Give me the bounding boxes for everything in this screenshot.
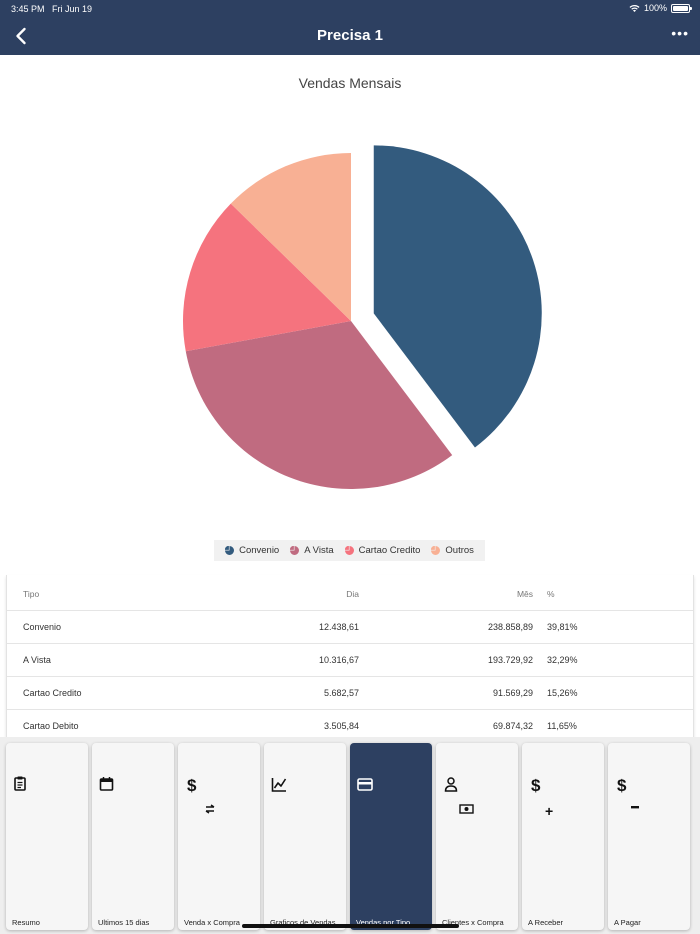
tab-label: A Pagar [614, 918, 641, 927]
legend-label: A Vista [304, 545, 334, 556]
pie-slice-outros[interactable] [230, 153, 351, 321]
dollar-plus-icon: $ + [531, 776, 553, 819]
cell-tipo: Cartao Debito [23, 721, 79, 731]
tab-vendas-por-tipo[interactable]: Vendas por Tipo [350, 743, 432, 930]
tab-graficos-de-vendas[interactable]: Graficos de Vendas [264, 743, 346, 930]
tab-label: Ultimos 15 dias [98, 918, 150, 927]
home-indicator [242, 924, 459, 928]
legend-item-cartao-credito[interactable]: Cartao Credito [344, 545, 421, 556]
pie-swatch-icon [431, 546, 441, 555]
legend-item-convenio[interactable]: Convenio [225, 545, 279, 556]
navigation-bar: Precisa 1 ••• [0, 17, 700, 55]
calendar-icon [99, 777, 114, 791]
page-title: Precisa 1 [317, 27, 383, 44]
header-tipo: Tipo [23, 588, 40, 599]
tab-venda-x-compra[interactable]: $ Venda x Compra [178, 743, 260, 930]
more-options-button[interactable]: ••• [671, 25, 689, 41]
cell-mes: 193.729,92 [487, 655, 533, 665]
legend-label: Outros [445, 545, 474, 556]
cell-dia: 10.316,67 [318, 655, 359, 665]
tab-label: Resumo [12, 918, 40, 927]
cell-mes: 69.874,32 [492, 721, 533, 731]
tab-resumo[interactable]: Resumo [6, 743, 88, 930]
pie-swatch-icon [344, 546, 354, 555]
cell-dia: 5.682,57 [323, 688, 359, 698]
status-time: 3:45 PM [11, 4, 45, 14]
line-chart-icon [271, 778, 287, 792]
table-header-row: Tipo Dia Mês % [7, 577, 693, 611]
pie-slice-a-vista[interactable] [185, 321, 453, 490]
pie-slice-convenio[interactable] [373, 145, 542, 448]
legend-label: Cartao Credito [358, 545, 421, 556]
tab-a-receber[interactable]: $ + A Receber [522, 743, 604, 930]
cell-dia: 12.438,61 [318, 622, 359, 632]
cell-tipo: Cartao Credito [23, 688, 82, 698]
status-date: Fri Jun 19 [52, 4, 93, 14]
tab-label: Graficos de Vendas [270, 918, 336, 927]
cell-pct: 39,81% [547, 622, 578, 632]
tab-clientes-x-compra[interactable]: Clientes x Compra [436, 743, 518, 930]
pie-slice-cartao-credito[interactable] [183, 203, 351, 352]
tab-label: Clientes x Compra [442, 918, 504, 927]
tab-label: Venda x Compra [184, 918, 240, 927]
svg-text:$: $ [187, 776, 197, 795]
credit-card-icon [357, 778, 373, 791]
header-mes: Mês [516, 588, 533, 599]
dollar-exchange-icon: $ [187, 776, 215, 814]
clipboard-icon [14, 776, 26, 791]
table-row[interactable]: Convenio 12.438,61 238.858,89 39,81% [7, 611, 693, 644]
svg-text:$: $ [617, 776, 627, 795]
person-money-icon [444, 777, 474, 814]
chart-title: Vendas Mensais [298, 75, 402, 91]
bottom-tab-bar: Resumo Ultimos 15 dias $ Venda x Compra … [0, 737, 700, 934]
tab-ultimos-15-dias[interactable]: Ultimos 15 dias [92, 743, 174, 930]
cell-tipo: Convenio [23, 622, 62, 632]
table-row[interactable]: Cartao Credito 5.682,57 91.569,29 15,26% [7, 677, 693, 710]
legend-item-a-vista[interactable]: A Vista [290, 545, 334, 556]
status-bar: 3:45 PM Fri Jun 19 100% [0, 0, 700, 17]
legend-label: Convenio [239, 545, 280, 556]
pie-swatch-icon [290, 546, 300, 555]
svg-text:+: + [545, 803, 553, 819]
battery-percent: 100% [643, 3, 667, 13]
chart-legend: Convenio A Vista Cartao Credito Outros [214, 540, 485, 561]
cell-pct: 11,65% [547, 721, 577, 731]
legend-item-outros[interactable]: Outros [431, 545, 474, 556]
tab-label: A Receber [528, 918, 564, 927]
pie-swatch-icon [225, 546, 235, 555]
header-pct: % [547, 588, 555, 599]
sales-by-type-table: Tipo Dia Mês % Convenio 12.438,61 238.85… [6, 575, 694, 737]
cell-mes: 238.858,89 [487, 622, 533, 632]
pie-chart [183, 145, 542, 490]
wifi-icon [629, 4, 640, 12]
cell-pct: 15,26% [547, 688, 578, 698]
cell-mes: 91.569,29 [492, 688, 533, 698]
status-indicators: 100% [629, 3, 692, 13]
chart-area: Vendas Mensais Convenio A Vista Cartao Cre… [0, 55, 700, 575]
tab-label: Vendas por Tipo [356, 918, 411, 927]
battery-icon [671, 3, 692, 13]
tab-a-pagar[interactable]: $ A Pagar [608, 743, 690, 930]
header-dia: Dia [346, 588, 359, 599]
cell-tipo: A Vista [23, 655, 51, 665]
cell-pct: 32,29% [547, 655, 578, 665]
table-row[interactable]: A Vista 10.316,67 193.729,92 32,29% [7, 644, 693, 677]
back-chevron-icon[interactable] [12, 26, 32, 46]
dollar-minus-icon: $ [617, 776, 639, 809]
table-row[interactable]: Cartao Debito 3.505,84 69.874,32 11,65% [7, 710, 693, 737]
svg-text:$: $ [531, 776, 541, 795]
cell-dia: 3.505,84 [323, 721, 359, 731]
